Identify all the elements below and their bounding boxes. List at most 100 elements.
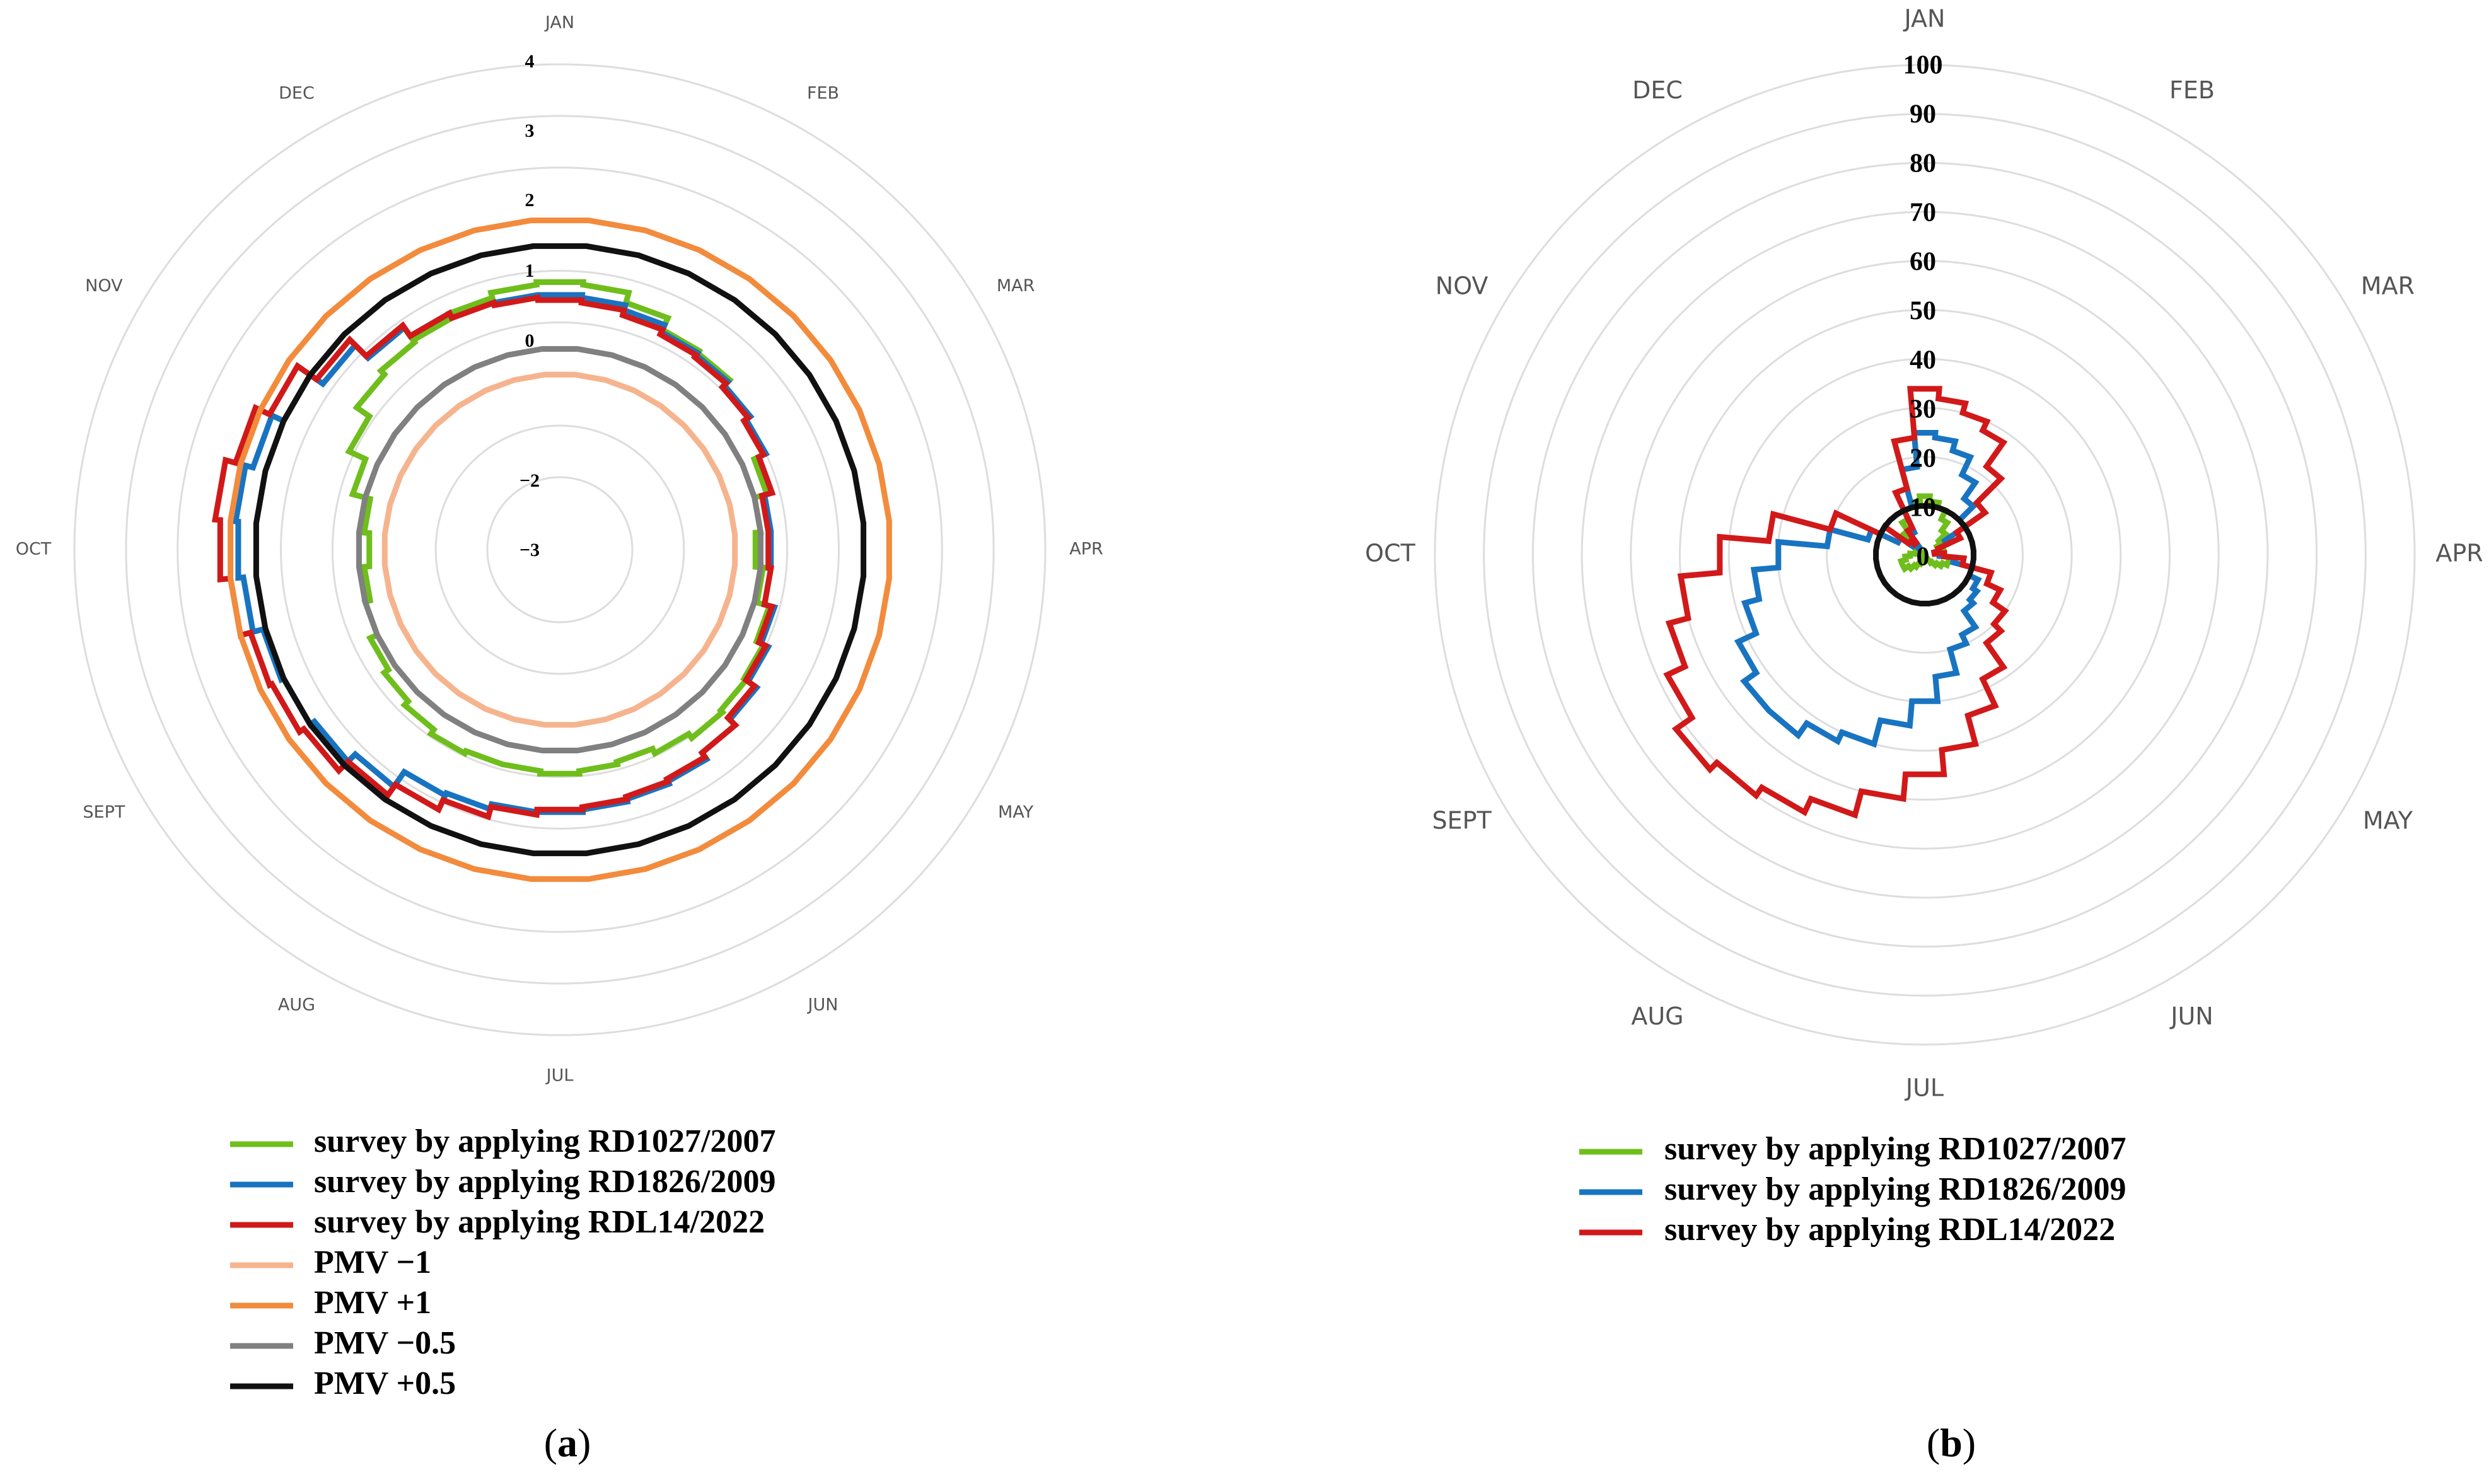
tick-label: 70 xyxy=(1910,199,1936,228)
legend-label: PMV −1 xyxy=(314,1244,431,1280)
month-label-mar: MAR xyxy=(2361,272,2415,300)
month-label-may: MAY xyxy=(2363,807,2413,835)
month-label-sept: SEPT xyxy=(83,803,125,822)
legend-label: PMV −0.5 xyxy=(314,1325,456,1361)
panel-label: (a) xyxy=(544,1420,591,1465)
series-line-pmv-1 xyxy=(228,217,892,882)
tick-label: 1 xyxy=(525,260,535,281)
series-line-pmv-0-5 xyxy=(1873,503,1976,606)
radial-tick-labels: 4 3 2 1 0 −2 −3 xyxy=(519,51,540,560)
legend-label: PMV +0.5 xyxy=(314,1365,456,1401)
legend-item: PMV −0.5 xyxy=(230,1325,456,1361)
series-line-pmv-0-5 xyxy=(356,346,763,753)
radial-grid xyxy=(73,63,1047,1036)
month-label-jan: JAN xyxy=(544,13,574,33)
legend-label: survey by applying RD1826/2009 xyxy=(314,1164,775,1200)
legend-label: PMV +1 xyxy=(314,1285,431,1321)
month-label-may: MAY xyxy=(998,803,1034,822)
tick-label: 60 xyxy=(1910,248,1936,277)
grid-ring xyxy=(1531,161,2318,948)
grid-ring xyxy=(1727,357,2122,752)
series-line-pmv-1 xyxy=(381,371,738,728)
month-label-jun: JUN xyxy=(807,995,838,1015)
month-label-aug: AUG xyxy=(1631,1002,1683,1030)
grid-ring xyxy=(280,270,840,830)
legend-item: PMV +0.5 xyxy=(230,1365,456,1401)
grid-ring xyxy=(1434,64,2416,1046)
month-labels: JAN FEB MAR APR MAY JUN JUL AUG SEPT OCT NOV DEC xyxy=(1365,5,2483,1102)
tick-label: 0 xyxy=(525,330,535,351)
month-label-dec: DEC xyxy=(279,83,315,103)
month-label-jul: JUL xyxy=(545,1066,574,1086)
legend-item: survey by applying RD1826/2009 xyxy=(1579,1171,2126,1207)
month-label-jan: JAN xyxy=(1903,5,1946,33)
tick-label: −2 xyxy=(519,470,540,491)
series-line-survey-by-applying-rd1826-2009 xyxy=(1734,430,1982,748)
series-lines xyxy=(211,217,892,882)
legend-item: survey by applying RDL14/2022 xyxy=(230,1204,765,1240)
month-label-jun: JUN xyxy=(2169,1002,2213,1030)
month-label-feb: FEB xyxy=(2169,76,2215,104)
month-label-sept: SEPT xyxy=(1432,807,1492,835)
legend-label: survey by applying RD1826/2009 xyxy=(1664,1171,2126,1207)
tick-label: 3 xyxy=(525,120,535,141)
month-label-oct: OCT xyxy=(16,540,52,559)
legend-label: survey by applying RDL14/2022 xyxy=(1664,1212,2115,1248)
month-label-dec: DEC xyxy=(1632,76,1683,104)
panel-label: (b) xyxy=(1927,1420,1976,1465)
legend: survey by applying RD1027/2007 survey by … xyxy=(230,1123,775,1401)
tick-label: 10 xyxy=(1910,494,1936,523)
month-label-aug: AUG xyxy=(278,995,315,1015)
legend-item: survey by applying RD1027/2007 xyxy=(1579,1131,2126,1167)
grid-ring xyxy=(434,424,685,675)
tick-label: 90 xyxy=(1910,100,1936,129)
series-line-pmv-0-5 xyxy=(253,243,867,857)
legend-item: survey by applying RD1826/2009 xyxy=(230,1164,775,1200)
series-line-survey-by-applying-rdl14-2022 xyxy=(211,294,776,821)
grid-ring xyxy=(1679,309,2171,801)
legend-label: survey by applying RDL14/2022 xyxy=(314,1204,765,1240)
tick-label: 100 xyxy=(1903,51,1943,80)
tick-label: 0 xyxy=(1917,543,1930,572)
legend-label: survey by applying RD1027/2007 xyxy=(314,1123,775,1159)
grid-ring xyxy=(177,166,943,933)
month-label-nov: NOV xyxy=(85,276,123,296)
tick-label: 80 xyxy=(1910,149,1936,178)
grid-ring xyxy=(1630,260,2220,850)
grid-ring xyxy=(1581,211,2269,899)
month-label-oct: OCT xyxy=(1365,540,1415,567)
grid-ring xyxy=(125,115,995,985)
month-label-mar: MAR xyxy=(997,276,1035,296)
legend: survey by applying RD1027/2007 survey by … xyxy=(1579,1131,2126,1248)
month-labels: JAN FEB MAR APR MAY JUN JUL AUG SEPT OCT NOV DEC xyxy=(16,13,1103,1086)
grid-ring xyxy=(73,63,1047,1036)
legend-item: survey by applying RD1027/2007 xyxy=(230,1123,775,1159)
grid-ring xyxy=(486,476,634,623)
grid-ring xyxy=(331,321,789,779)
tick-label: −3 xyxy=(519,540,540,560)
series-lines xyxy=(1663,386,2009,819)
grid-ring xyxy=(1483,113,2367,997)
legend-item: PMV +1 xyxy=(230,1285,431,1321)
radar-chart-a: JAN FEB MAR APR MAY JUN JUL AUG SEPT OCT NOV DEC 4 3 2… xyxy=(16,13,1103,1465)
month-label-apr: APR xyxy=(2435,540,2483,567)
series-line-survey-by-applying-rd1027-2007 xyxy=(345,279,774,777)
legend-item: PMV −1 xyxy=(230,1244,431,1280)
legend-item: survey by applying RDL14/2022 xyxy=(1579,1212,2115,1248)
month-label-jul: JUL xyxy=(1905,1074,1944,1102)
grid-ring xyxy=(228,218,891,881)
grid-ring xyxy=(1826,456,2024,654)
tick-label: 2 xyxy=(525,190,535,211)
month-label-nov: NOV xyxy=(1436,272,1488,300)
tick-label: 20 xyxy=(1910,444,1936,473)
tick-label: 4 xyxy=(525,51,535,72)
tick-label: 30 xyxy=(1910,395,1936,424)
legend-label: survey by applying RD1027/2007 xyxy=(1664,1131,2126,1167)
month-label-feb: FEB xyxy=(807,83,839,103)
radar-chart-b: JANFEBMARAPRMAYJUNJULAUGSEPTOCTNOVDEC100… xyxy=(1365,5,2483,1465)
tick-label: 50 xyxy=(1910,297,1936,326)
tick-label: 40 xyxy=(1910,346,1936,375)
month-label-apr: APR xyxy=(1069,540,1103,559)
